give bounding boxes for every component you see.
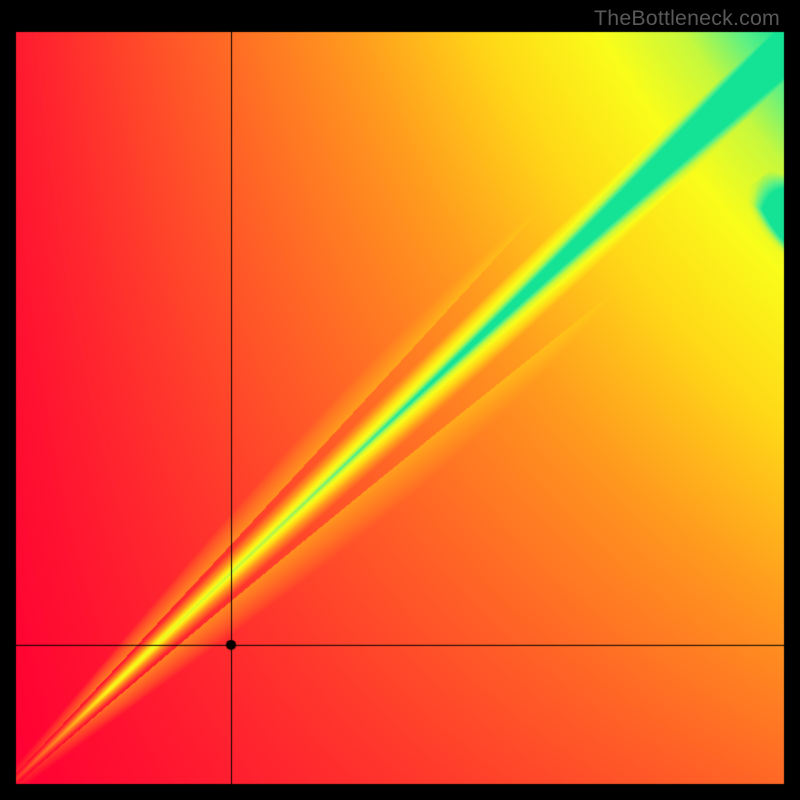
watermark-text: TheBottleneck.com <box>594 6 780 31</box>
bottleneck-heatmap <box>0 0 800 800</box>
chart-container: TheBottleneck.com <box>0 0 800 800</box>
